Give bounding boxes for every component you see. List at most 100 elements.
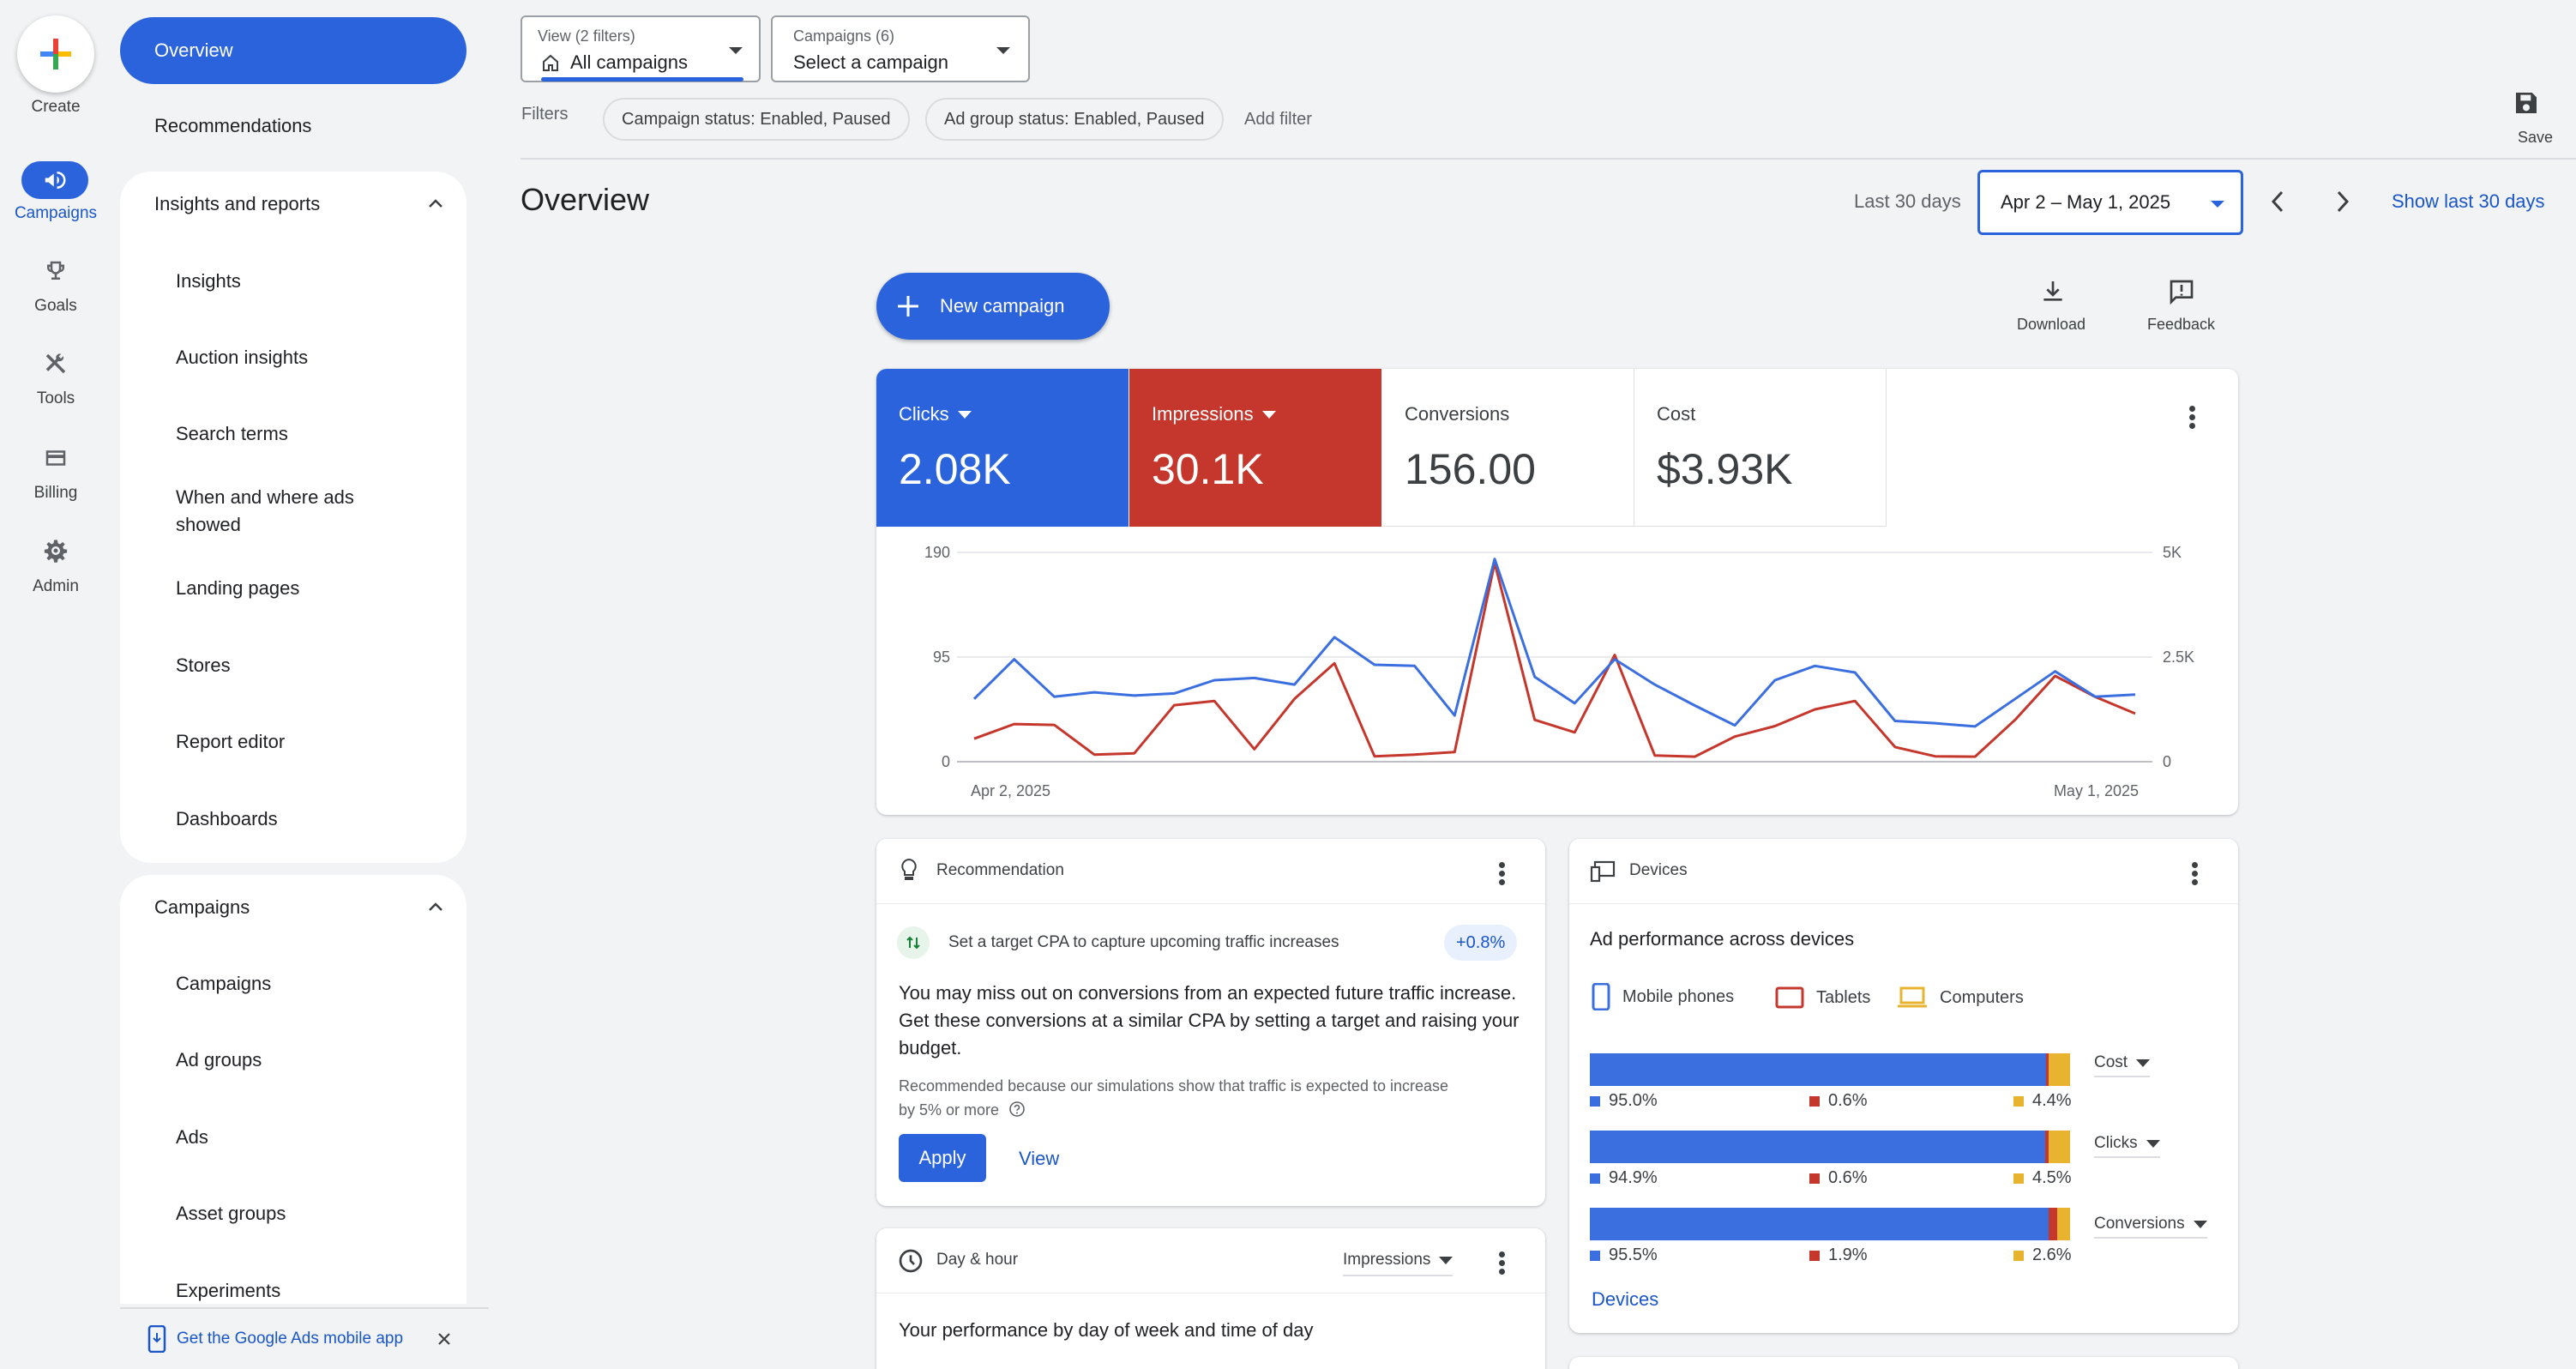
ad-group-status-chip[interactable]: Ad group status: Enabled, Paused — [925, 98, 1224, 141]
devices-link[interactable]: Devices — [1592, 1288, 1659, 1310]
nav-landing-pages[interactable]: Landing pages — [176, 577, 300, 599]
cost-computer-value: 4.4% — [2032, 1091, 2072, 1110]
computer-swatch — [2013, 1250, 2024, 1261]
nav-ad-groups[interactable]: Ad groups — [176, 1049, 262, 1070]
view-filter-label: View (2 filters) — [538, 27, 635, 45]
create-button[interactable] — [17, 15, 94, 93]
insights-header-label: Insights and reports — [154, 193, 321, 214]
recommendation-body: You may miss out on conversions from an … — [899, 982, 1520, 1058]
device-bar-computer-segment — [2049, 1053, 2070, 1086]
apply-button[interactable]: Apply — [899, 1134, 986, 1182]
nav-ads[interactable]: Ads — [176, 1126, 208, 1148]
more-options-icon[interactable] — [2192, 859, 2199, 888]
feedback-button[interactable]: Feedback — [2140, 276, 2226, 338]
nav-when-where[interactable]: When and where ads showed — [176, 486, 354, 535]
home-icon — [543, 54, 558, 71]
rail-label-admin[interactable]: Admin — [33, 577, 79, 595]
nav-insights[interactable]: Insights — [176, 270, 241, 292]
campaign-select[interactable]: Campaigns (6) Select a campaign — [771, 15, 1030, 82]
conversions-metric-select[interactable]: Conversions — [2094, 1215, 2207, 1239]
insights-header[interactable]: Insights and reports — [154, 190, 446, 218]
recommendation-card: Recommendation Set a target CPA to captu… — [876, 839, 1545, 1206]
metric-clicks[interactable]: Clicks 2.08K — [876, 369, 1129, 527]
device-bar-computer-segment — [2048, 1131, 2070, 1163]
campaign-status-chip[interactable]: Campaign status: Enabled, Paused — [603, 98, 910, 141]
more-options-icon[interactable] — [1499, 1249, 1506, 1277]
rail-label-tools[interactable]: Tools — [36, 389, 75, 407]
metric-impressions[interactable]: Impressions 30.1K — [1129, 369, 1381, 527]
device-bar-tablet-segment — [2045, 1131, 2049, 1163]
legend-tablets-label: Tablets — [1816, 987, 1871, 1007]
show-last-30-days-link[interactable]: Show last 30 days — [2392, 190, 2545, 212]
mobile-swatch — [1590, 1095, 1600, 1107]
cost-metric-select[interactable]: Cost — [2094, 1053, 2151, 1077]
mobile-swatch — [1590, 1173, 1600, 1184]
mobile-app-link[interactable]: Get the Google Ads mobile app — [177, 1330, 404, 1348]
dropdown-arrow-icon — [2136, 1058, 2151, 1067]
cost-metric-label: Cost — [2094, 1053, 2128, 1071]
header-divider — [521, 158, 2576, 160]
download-button[interactable]: Download — [2005, 276, 2101, 338]
clicks-tablet-value: 0.6% — [1828, 1168, 1868, 1187]
more-options-icon[interactable] — [1499, 859, 1506, 888]
tablet-swatch — [1809, 1173, 1820, 1184]
devices-subtitle: Ad performance across devices — [1590, 928, 1855, 950]
nav-campaigns[interactable]: Campaigns — [176, 973, 272, 994]
device-bar-clicks — [1590, 1131, 2070, 1163]
rail-tools[interactable] — [35, 347, 76, 381]
nav-experiments[interactable]: Experiments — [176, 1280, 281, 1301]
clicks-metric-select[interactable]: Clicks — [2094, 1134, 2160, 1158]
y-right-tick-label: 5K — [2163, 544, 2182, 561]
nav-asset-groups[interactable]: Asset groups — [176, 1203, 286, 1224]
date-range-picker[interactable]: Apr 2 – May 1, 2025 — [1977, 170, 2243, 235]
devices-title: Devices — [1629, 861, 1688, 879]
plus-icon — [898, 296, 918, 317]
series-line-clicks — [972, 558, 2136, 728]
rail-goals[interactable] — [35, 254, 76, 288]
more-options-icon[interactable] — [2189, 403, 2196, 431]
rail-label-goals[interactable]: Goals — [34, 297, 77, 315]
cost-computer-pct: 4.4% — [2013, 1091, 2072, 1111]
rail-label-billing[interactable]: Billing — [33, 484, 78, 502]
nav-dashboards[interactable]: Dashboards — [176, 808, 278, 829]
clicks-computer-value: 4.5% — [2032, 1168, 2072, 1187]
rail-billing[interactable] — [35, 441, 76, 475]
nav-report-editor[interactable]: Report editor — [176, 731, 286, 752]
x-start-label: Apr 2, 2025 — [971, 782, 1050, 799]
device-bar-tablet-segment — [2046, 1053, 2049, 1086]
close-icon[interactable] — [436, 1330, 453, 1348]
nav-stores[interactable]: Stores — [176, 654, 231, 676]
metric-cost[interactable]: Cost $3.93K — [1634, 369, 1887, 527]
add-filter-button[interactable]: Add filter — [1244, 110, 1312, 129]
legend-computers: Computers — [1897, 986, 2024, 1009]
save-button[interactable] — [2513, 89, 2540, 121]
campaign-select-value: Select a campaign — [793, 51, 948, 73]
devices-icon — [1590, 860, 1616, 883]
dropdown-arrow-icon — [2193, 1220, 2207, 1228]
help-icon[interactable] — [1008, 1101, 1026, 1118]
rail-campaigns[interactable] — [21, 161, 88, 199]
chevron-left-icon[interactable] — [2266, 189, 2289, 214]
day-hour-title: Day & hour — [936, 1251, 1019, 1269]
rail-admin[interactable] — [35, 534, 76, 568]
nav-recommendations[interactable]: Recommendations — [154, 115, 312, 136]
day-hour-metric-select[interactable]: Impressions — [1343, 1245, 1454, 1276]
view-button[interactable]: View — [1019, 1148, 1060, 1169]
clock-icon — [899, 1249, 923, 1273]
chevron-right-icon[interactable] — [2332, 189, 2354, 214]
rail-label-campaigns[interactable]: Campaigns — [14, 204, 98, 222]
computer-icon — [1898, 986, 1927, 1008]
campaigns-header[interactable]: Campaigns — [154, 894, 446, 921]
view-filter-underline — [541, 77, 743, 81]
day-hour-subtitle: Your performance by day of week and time… — [899, 1319, 1314, 1341]
metric-cost-label: Cost — [1657, 403, 1696, 425]
nav-search-terms[interactable]: Search terms — [176, 423, 288, 444]
nav-overview[interactable]: Overview — [120, 17, 466, 84]
new-campaign-button[interactable]: New campaign — [876, 273, 1110, 340]
metric-conversions[interactable]: Conversions 156.00 — [1382, 369, 1634, 527]
recommendation-note-text: Recommended because our simulations show… — [899, 1077, 1449, 1119]
campaigns-header-label: Campaigns — [154, 896, 250, 918]
view-filter-select[interactable]: View (2 filters) All campaigns — [521, 15, 761, 82]
save-icon — [2516, 93, 2537, 113]
nav-auction-insights[interactable]: Auction insights — [176, 347, 309, 368]
